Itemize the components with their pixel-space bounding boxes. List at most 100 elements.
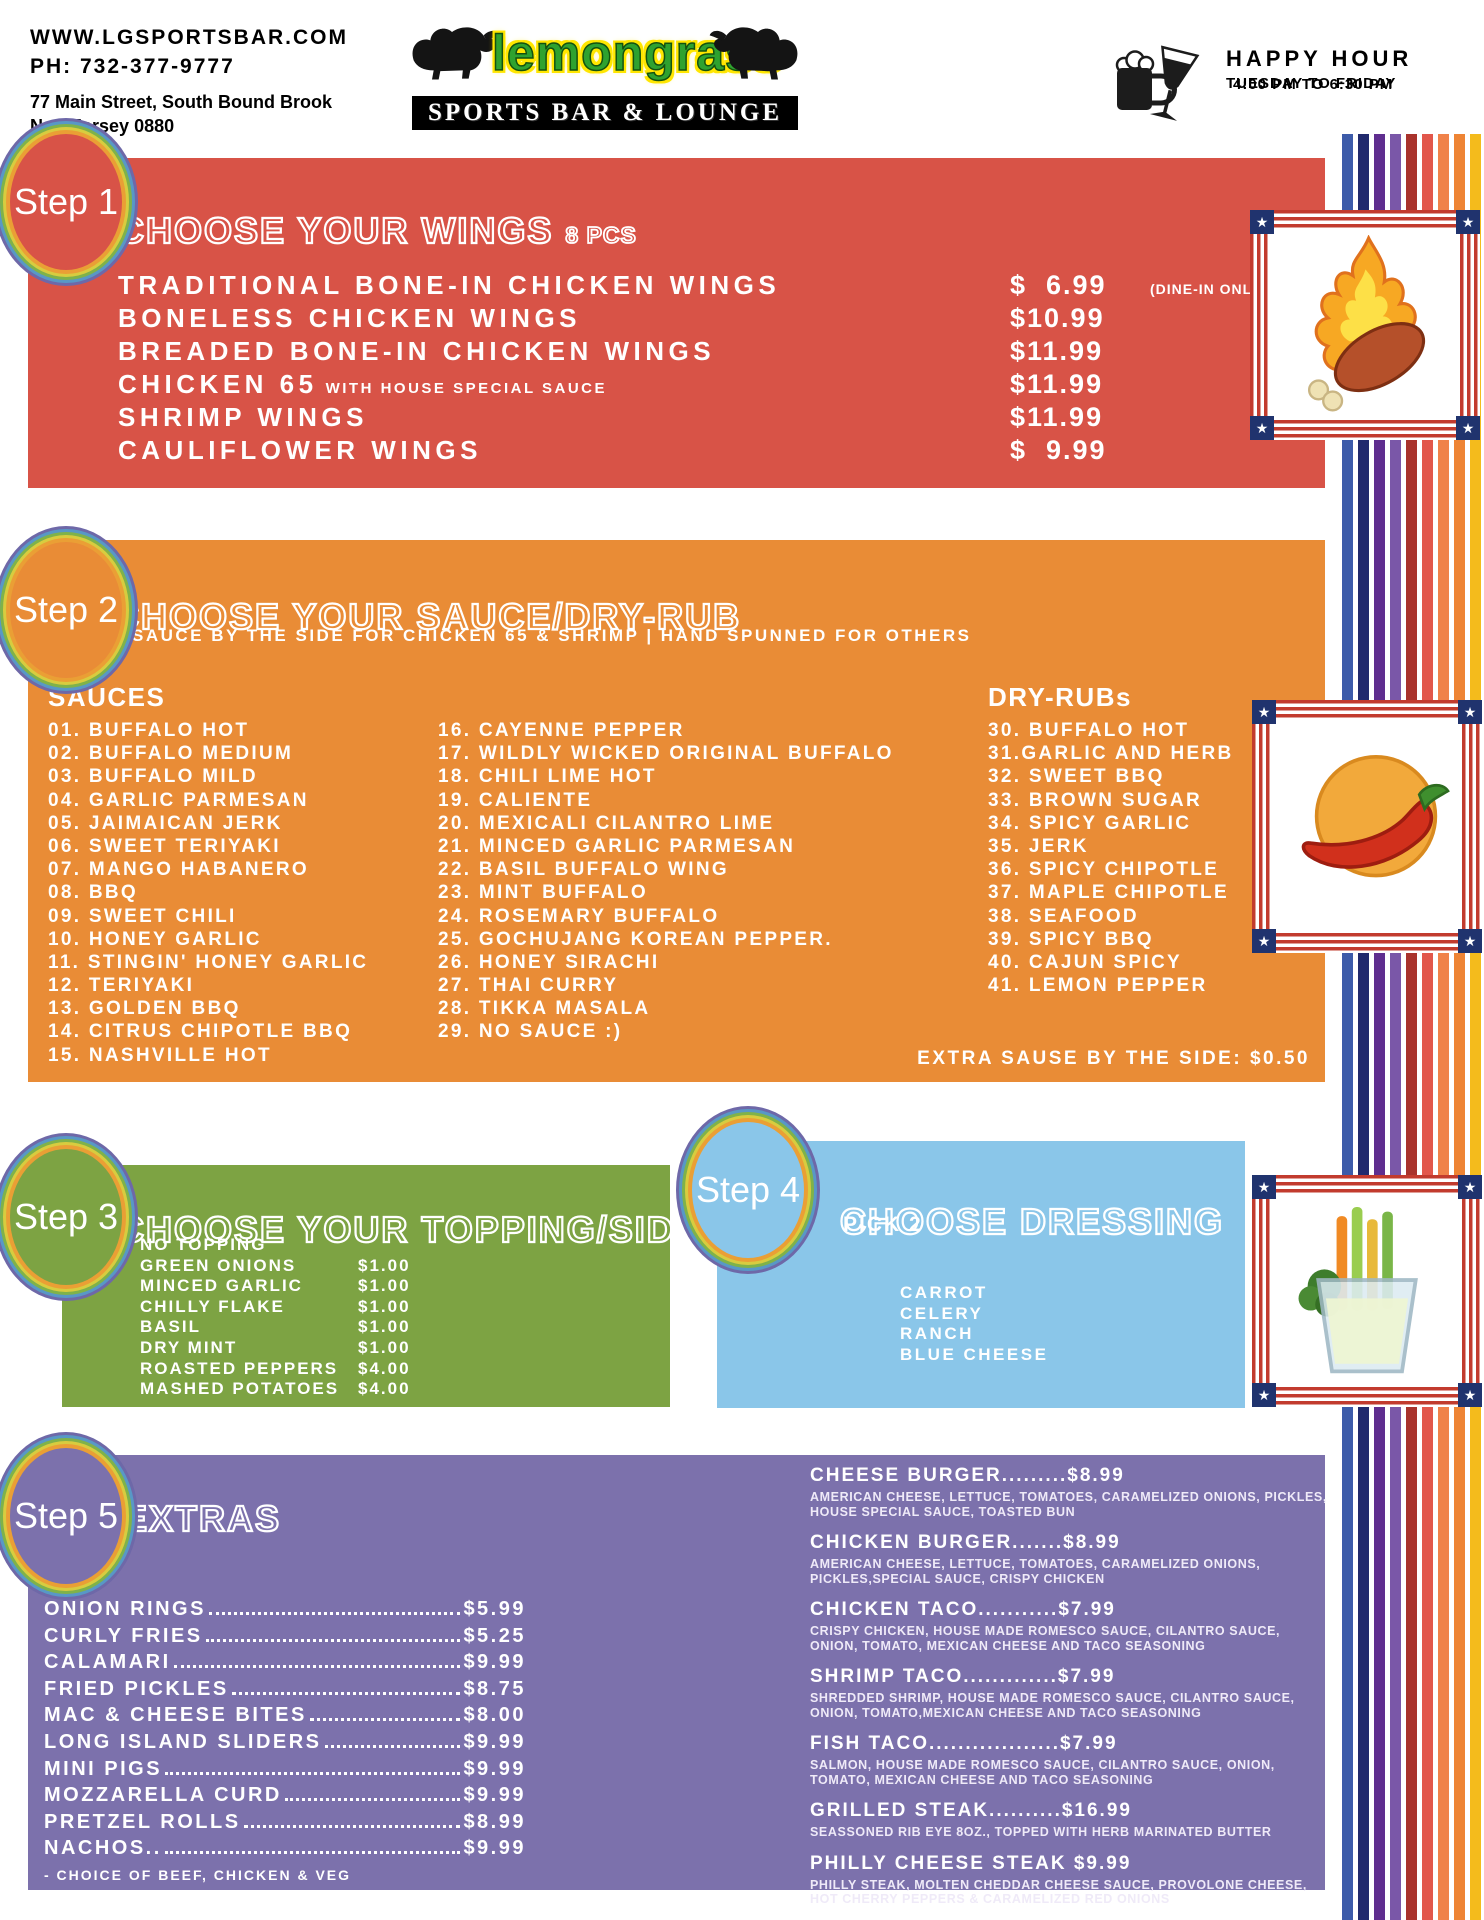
- menu-item-row: MINCED GARLIC $1.00: [140, 1276, 411, 1297]
- section-step3-toppings: CHOOSE YOUR TOPPING/SIDE NO TOPPING GREE…: [62, 1165, 700, 1407]
- menu-item-row: PRETZEL ROLLS $8.99: [44, 1811, 526, 1838]
- sauces-heading: SAUCES: [48, 682, 166, 712]
- sauce-item: 11. STINGIN' HONEY GARLIC: [48, 951, 369, 973]
- menu-item-name: GREEN ONIONS: [140, 1255, 297, 1275]
- menu-item-price: $ 6.99: [1010, 270, 1107, 300]
- dressing-item: BLUE CHEESE: [900, 1344, 1049, 1364]
- sauce-item: 01. BUFFALO HOT: [48, 720, 250, 741]
- step4-badge: Step 4: [692, 1122, 804, 1258]
- section-step4-dressing: CHOOSE DRESSING PICK 2 CARROT CELERY RANCH…: [717, 1141, 1245, 1408]
- menu-item-description: PHILLY STEAK, MOLTEN CHEDDAR CHEESE SAUC…: [810, 1877, 1307, 1907]
- menu-item-block: GRILLED STEAK..........$16.99 SEASSONED …: [810, 1800, 1330, 1840]
- sauce-item: 08. BBQ: [48, 882, 139, 904]
- step2-subtitle: SAUCE BY THE SIDE FOR CHICKEN 65 & SHRIM…: [132, 626, 972, 645]
- menu-item-name: MINCED GARLIC: [140, 1276, 303, 1296]
- menu-item-price: $11.99: [1010, 336, 1104, 366]
- phone-number: PH: 732-377-9777: [30, 55, 235, 78]
- menu-item-row: BASIL $1.00: [140, 1317, 411, 1338]
- dryrub-item: 41. LEMON PEPPER: [988, 975, 1208, 997]
- star-icon: ★: [1458, 1383, 1482, 1407]
- vegetable-sticks-icon: [1298, 1206, 1418, 1373]
- dryrubs-heading: DRY-RUBs: [988, 682, 1132, 712]
- menu-item-description: SALMON, HOUSE MADE ROMESCO SAUCE, CILANT…: [810, 1758, 1275, 1787]
- step5-title: EXTRAS: [122, 1497, 282, 1540]
- menu-item-price: $5.25: [463, 1624, 526, 1647]
- sauce-item: 23. MINT BUFFALO: [438, 882, 648, 904]
- menu-item-price: $ 9.99: [1010, 435, 1107, 465]
- step1-badge: Step 1: [10, 134, 122, 270]
- menu-item-price: $8.00: [463, 1704, 526, 1727]
- beer-and-wine-icon: [1115, 45, 1200, 121]
- step5-badge: Step 5: [10, 1448, 122, 1584]
- menu-item-name-price: CHICKEN TACO...........$7.99: [810, 1599, 1116, 1620]
- sauce-item: 02. BUFFALO MEDIUM: [48, 743, 294, 765]
- sauce-item: 09. SWEET CHILI: [48, 905, 237, 927]
- dot-leader: [284, 1798, 461, 1802]
- step2-title: CHOOSE YOUR SAUCE/DRY-RUB: [112, 595, 742, 638]
- menu-item-row: NACHOS.. $9.99: [44, 1837, 526, 1864]
- happy-hour-title: HAPPY HOUR: [1226, 46, 1413, 71]
- section-step5-extras: EXTRAS ONION RINGS $5.99 CURLY FRIES $5.…: [28, 1455, 1326, 1906]
- menu-item-row: SHRIMP WINGS $11.99: [118, 402, 1267, 435]
- dryrub-item: 37. MAPLE CHIPOTLE: [988, 882, 1229, 904]
- step3-title: CHOOSE YOUR TOPPING/SIDE: [117, 1208, 701, 1251]
- star-icon: ★: [1458, 700, 1482, 724]
- menu-item-name: BREADED BONE-IN CHICKEN WINGS: [118, 336, 716, 366]
- extras-list: ONION RINGS $5.99 CURLY FRIES $5.25 CALA…: [44, 1598, 526, 1864]
- menu-item-row: CAULIFLOWER WINGS $ 9.99: [118, 435, 1267, 468]
- menu-item-name: LONG ISLAND SLIDERS: [44, 1730, 322, 1753]
- menu-item-row: CHILLY FLAKE $1.00: [140, 1297, 411, 1318]
- sauce-item: 27. THAI CURRY: [438, 975, 619, 997]
- dot-leader: [309, 1718, 461, 1722]
- menu-item-name: NACHOS..: [44, 1837, 162, 1860]
- sauce-item: 15. NASHVILLE HOT: [48, 1044, 272, 1066]
- menu-item-name: CHICKEN 65 WITH HOUSE SPECIAL SAUCE: [118, 369, 608, 399]
- menu-item-name: BASIL: [140, 1317, 201, 1337]
- bull-icon: [412, 27, 501, 80]
- menu-item-block: CHEESE BURGER.........$8.99 AMERICAN CHE…: [810, 1465, 1330, 1519]
- sauce-item: 20. MEXICALI CILANTRO LIME: [438, 812, 775, 834]
- website-url: WWW.LGSPORTSBAR.COM: [30, 26, 348, 49]
- menu-item-block: FISH TACO..................$7.99 SALMON,…: [810, 1733, 1330, 1787]
- decor-stripe: [1406, 134, 1417, 1920]
- decor-stripe: [1342, 134, 1353, 1920]
- menu-item-row: BONELESS CHICKEN WINGS $10.99: [118, 303, 1267, 336]
- bull-icon: [709, 27, 798, 80]
- menu-item-price: $1.00: [358, 1337, 411, 1357]
- menu-item-price: $1.00: [358, 1255, 411, 1275]
- decor-stripe: [1454, 134, 1465, 1920]
- dryrub-item: 31.GARLIC AND HERB: [988, 743, 1234, 765]
- star-icon: ★: [1458, 929, 1482, 953]
- dryrub-item: 30. BUFFALO HOT: [988, 720, 1190, 741]
- chili-pepper-icon: [1301, 754, 1450, 877]
- menu-item-row: ROASTED PEPPERS $4.00: [140, 1359, 411, 1380]
- menu-item-name: DRY MINT: [140, 1337, 238, 1357]
- star-icon: ★: [1458, 1175, 1482, 1199]
- menu-item-price: $9.99: [463, 1837, 526, 1860]
- section-step2-sauces: CHOOSE YOUR SAUCE/DRY-RUB SAUCE BY THE S…: [28, 540, 1325, 1082]
- menu-item-block: SHRIMP TACO.............$7.99 SHREDDED S…: [810, 1666, 1330, 1720]
- menu-item-row: CALAMARI $9.99: [44, 1651, 526, 1678]
- menu-item-name: TRADITIONAL BONE-IN CHICKEN WINGS: [118, 270, 781, 300]
- decor-stripe: [1358, 134, 1369, 1920]
- menu-item-row: DRY MINT $1.00: [140, 1338, 411, 1359]
- menu-item-row: MINI PIGS $9.99: [44, 1758, 526, 1785]
- menu-item-block: PHILLY CHEESE STEAK $9.99 PHILLY STEAK, …: [810, 1853, 1330, 1907]
- menu-item-price: $1.00: [358, 1276, 411, 1296]
- menu-item-name-price: CHEESE BURGER.........$8.99: [810, 1465, 1125, 1486]
- dressing-item: RANCH: [900, 1324, 974, 1343]
- menu-item-name: BONELESS CHICKEN WINGS: [118, 303, 582, 333]
- menu-item-price: $4.00: [358, 1358, 411, 1378]
- menu-item-price: $4.00: [358, 1379, 411, 1399]
- menu-item-row: MOZZARELLA CURD $9.99: [44, 1784, 526, 1811]
- menu-item-price: $9.99: [463, 1730, 526, 1753]
- sauce-item: 04. GARLIC PARMESAN: [48, 789, 309, 811]
- menu-item-price: $9.99: [463, 1757, 526, 1780]
- menu-item-row: TRADITIONAL BONE-IN CHICKEN WINGS $ 6.99…: [118, 270, 1267, 303]
- toppings-list: NO TOPPING GREEN ONIONS $1.00 MINCED GAR…: [140, 1235, 411, 1400]
- sauce-item: 24. ROSEMARY BUFFALO: [438, 905, 720, 927]
- menu-item-row: NO TOPPING: [140, 1235, 411, 1256]
- menu-item-name: MINI PIGS: [44, 1757, 163, 1780]
- menu-item-note: WITH HOUSE SPECIAL SAUCE: [325, 380, 608, 397]
